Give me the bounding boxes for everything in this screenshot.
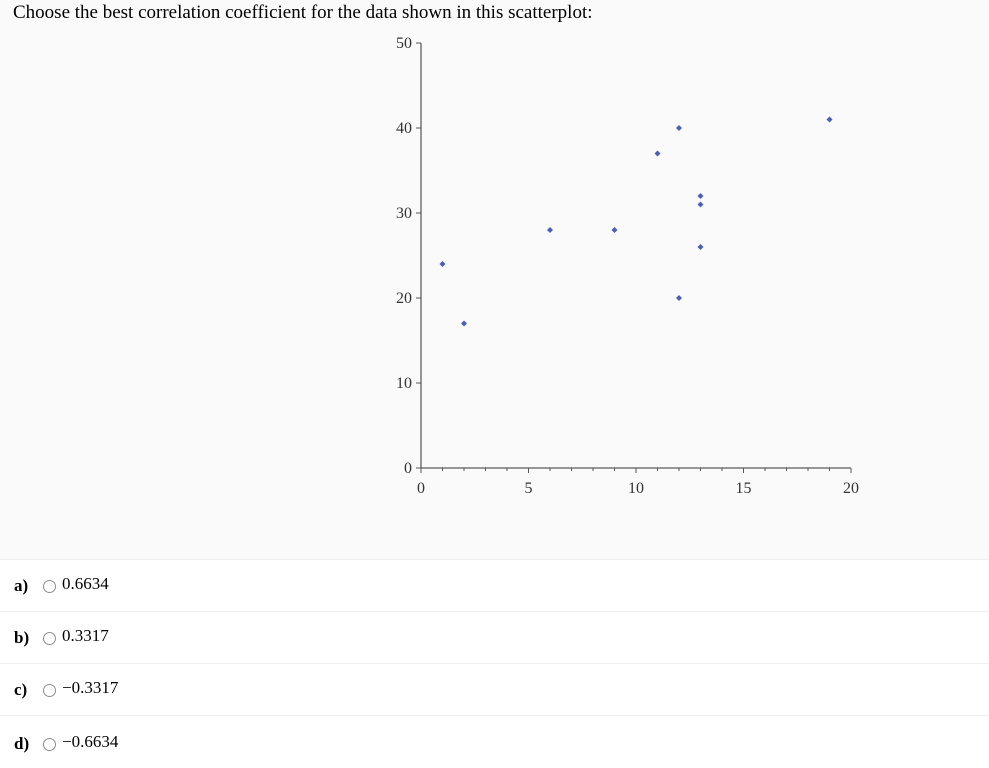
option-b-radio[interactable] [43,632,56,645]
option-b-value: 0.3317 [62,626,109,645]
data-point [697,201,704,208]
question-panel: Choose the best correlation coefficient … [0,0,989,560]
data-point [547,227,553,233]
y-tick-label: 10 [396,375,412,392]
data-point [611,227,618,233]
option-b-letter: b) [14,628,30,647]
option-d-radio[interactable] [43,738,56,751]
scatterplot: 0 10 20 30 40 50 0 5 10 15 20 [396,35,859,497]
data-point [439,261,446,267]
x-tick-label: 20 [843,480,859,497]
x-tick-label: 5 [525,480,533,497]
data-point [826,116,833,123]
data-point [697,193,704,199]
y-tick-label: 30 [396,205,412,222]
option-a-letter: a) [14,576,29,595]
option-b[interactable]: b) 0.3317 [0,612,989,664]
data-point [676,295,682,301]
option-d-value: −0.6634 [62,732,119,751]
option-a[interactable]: a) 0.6634 [0,560,989,612]
option-a-radio[interactable] [43,580,56,593]
data-point [697,244,704,250]
option-c[interactable]: c) −0.3317 [0,664,989,716]
data-point [676,125,682,131]
option-c-letter: c) [14,680,28,699]
option-c-value: −0.3317 [62,678,119,697]
x-tick-label: 10 [628,480,644,497]
data-point [461,320,467,327]
data-point [654,150,661,157]
option-d-letter: d) [14,734,30,753]
question-text: Choose the best correlation coefficient … [13,2,593,23]
option-d[interactable]: d) −0.6634 [0,716,989,768]
y-tick-label: 20 [396,290,412,307]
option-c-radio[interactable] [43,684,56,697]
option-a-value: 0.6634 [62,574,109,593]
y-tick-label: 0 [404,460,412,477]
y-tick-label: 40 [396,120,412,137]
x-tick-label: 15 [736,480,752,497]
x-tick-label: 0 [417,480,425,497]
y-tick-label: 50 [396,35,412,52]
